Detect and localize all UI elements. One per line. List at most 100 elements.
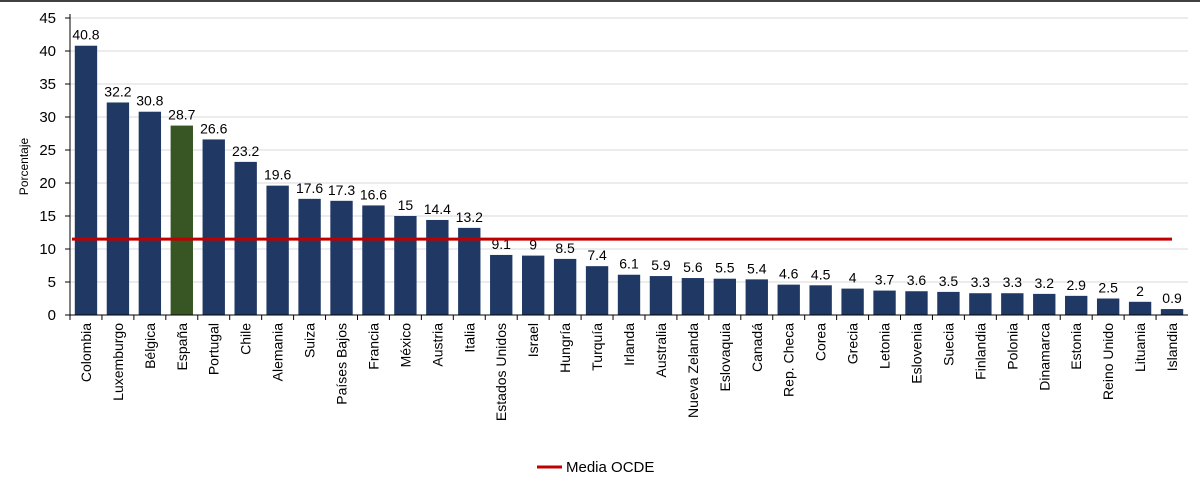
- bar-value-label: 32.2: [104, 83, 131, 99]
- bar-islandia: [1160, 309, 1184, 315]
- y-tick-label: 45: [39, 10, 56, 27]
- x-category-label: España: [174, 323, 190, 371]
- bar-value-label: 2.5: [1098, 280, 1118, 296]
- bar-eslovaquia: [713, 278, 737, 315]
- bar-canad-: [745, 279, 768, 315]
- bar-austria: [426, 219, 449, 315]
- y-axis-title: Porcentaje: [17, 137, 31, 195]
- bar-rep-checa: [777, 284, 800, 315]
- bar-value-label: 28.7: [168, 107, 195, 123]
- bar-corea: [809, 285, 832, 315]
- y-tick-label: 35: [39, 76, 56, 93]
- x-category-label: Lituania: [1132, 323, 1148, 372]
- bar-value-label: 4.5: [811, 266, 831, 282]
- x-category-label: Corea: [813, 323, 829, 361]
- bar-value-label: 3.2: [1035, 275, 1055, 291]
- bar-israel: [521, 255, 545, 315]
- x-category-label: Islandia: [1164, 323, 1180, 371]
- bar-finlandia: [969, 293, 992, 315]
- x-category-label: Israel: [525, 323, 541, 357]
- bars: [74, 45, 1184, 315]
- bar-value-label: 8.5: [555, 240, 575, 256]
- x-category-label: Colombia: [78, 323, 94, 382]
- y-tick-label: 30: [39, 109, 56, 126]
- bar-value-label: 3.6: [907, 272, 927, 288]
- bar-espa-a: [170, 125, 193, 315]
- bar-portugal: [202, 139, 225, 315]
- bar-value-label: 3.3: [1003, 274, 1023, 290]
- x-category-label: Eslovenia: [908, 323, 924, 384]
- bar-value-label: 3.3: [971, 274, 991, 290]
- bar-value-label: 7.4: [587, 247, 607, 263]
- y-tick-label: 5: [48, 274, 56, 291]
- x-category-label: Suiza: [302, 323, 318, 358]
- bar-value-label: 9: [529, 237, 537, 253]
- bar-estados-unidos: [490, 254, 513, 315]
- x-category-label: Italia: [461, 323, 477, 353]
- bar-value-label: 19.6: [264, 167, 291, 183]
- bar-letonia: [873, 290, 896, 315]
- bar-grecia: [841, 288, 864, 315]
- bar-value-label: 3.7: [875, 272, 895, 288]
- bar-value-label: 23.2: [232, 143, 259, 159]
- y-tick-label: 25: [39, 142, 56, 159]
- bar-value-label: 2.9: [1066, 277, 1086, 293]
- x-category-label: Canadá: [749, 323, 765, 372]
- y-tick-label: 15: [39, 208, 56, 225]
- y-tick-label: 0: [48, 307, 56, 324]
- x-category-label: Portugal: [206, 323, 222, 375]
- x-category-label: Irlanda: [621, 323, 637, 366]
- bar-value-labels: 40.832.230.828.726.623.219.617.6 17.3 16.6…: [72, 27, 1182, 306]
- bar-eslovenia: [905, 291, 928, 315]
- x-category-label: Nueva Zelanda: [685, 323, 701, 418]
- x-category-label: Francia: [365, 323, 381, 370]
- x-category-label: Suecia: [940, 323, 956, 366]
- bar-hungr-a: [553, 258, 577, 315]
- bar-irlanda: [617, 274, 641, 315]
- x-category-label: Dinamarca: [1036, 323, 1052, 391]
- bar-value-label: 40.8: [72, 27, 99, 43]
- bar-nueva-zelanda: [681, 278, 705, 315]
- x-category-label: Bélgica: [142, 323, 158, 369]
- y-tick-label: 20: [39, 175, 56, 192]
- x-category-label: Chile: [238, 323, 254, 355]
- bar-m-xico: [394, 216, 417, 315]
- y-tick-label: 10: [39, 241, 56, 258]
- x-category-label: Letonia: [877, 323, 893, 369]
- bar-value-label: 26.6: [200, 120, 227, 136]
- bar-b-lgica: [138, 111, 162, 315]
- x-category-label: Grecia: [845, 323, 861, 364]
- bar-alemania: [266, 185, 289, 315]
- bar-value-label: 16.6: [360, 186, 387, 202]
- x-category-label: Estados Unidos: [493, 323, 509, 421]
- bar-suiza: [298, 198, 321, 315]
- x-category-label: Rep. Checa: [781, 323, 797, 397]
- x-category-label: Estonia: [1068, 323, 1084, 370]
- bar-value-label: 5.5: [715, 260, 735, 276]
- bar-polonia: [1001, 293, 1024, 315]
- bar-lituania: [1128, 301, 1152, 315]
- x-category-label: Polonia: [1004, 323, 1020, 370]
- bar-dinamarca: [1033, 293, 1056, 315]
- x-category-label: Australia: [653, 323, 669, 378]
- x-category-label: Eslovaquia: [717, 323, 733, 392]
- x-category-label: Turquía: [589, 323, 605, 371]
- x-category-label: México: [397, 323, 413, 368]
- bar-value-label: 2: [1136, 283, 1144, 299]
- bar-value-label: 0.9: [1162, 290, 1182, 306]
- x-category-label: Países Bajos: [334, 323, 350, 405]
- bar-estonia: [1065, 295, 1088, 315]
- bar-pa-ses-bajos: [330, 200, 353, 315]
- bar-luxemburgo: [106, 102, 130, 315]
- legend: Media OCDE: [537, 459, 654, 476]
- bar-italia: [458, 227, 481, 315]
- bar-value-label: 5.6: [683, 259, 703, 275]
- bar-value-label: 30.8: [136, 93, 163, 109]
- bar-value-label: 17.3: [328, 182, 355, 198]
- bar-value-label: 3.5: [939, 273, 959, 289]
- y-axis-ticks: 0 5 10 15 20 25 30 35 40 45: [39, 10, 70, 324]
- x-category-label: Austria: [429, 323, 445, 367]
- bar-value-label: 14.4: [424, 201, 451, 217]
- bar-francia: [362, 205, 385, 315]
